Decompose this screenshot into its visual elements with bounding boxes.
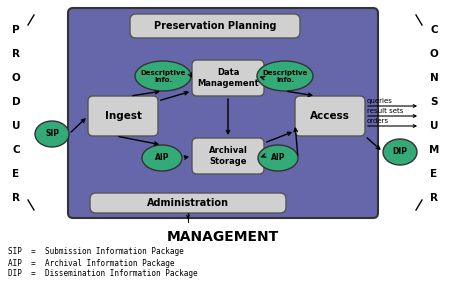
Text: orders: orders <box>367 118 389 124</box>
Text: Descriptive
Info.: Descriptive Info. <box>262 69 308 82</box>
Text: queries: queries <box>367 98 393 104</box>
Text: AIP: AIP <box>271 154 285 162</box>
Ellipse shape <box>258 145 298 171</box>
Text: O: O <box>12 73 20 83</box>
Text: MANAGEMENT: MANAGEMENT <box>167 230 279 244</box>
Text: N: N <box>430 73 438 83</box>
FancyBboxPatch shape <box>295 96 365 136</box>
Text: O: O <box>430 49 438 59</box>
Ellipse shape <box>142 145 182 171</box>
Text: P: P <box>12 25 20 35</box>
Text: R: R <box>430 193 438 203</box>
Text: E: E <box>13 169 19 179</box>
Ellipse shape <box>135 61 191 91</box>
Text: S: S <box>430 97 438 107</box>
FancyBboxPatch shape <box>88 96 158 136</box>
Text: Preservation Planning: Preservation Planning <box>154 21 276 31</box>
Text: Access: Access <box>310 111 350 121</box>
FancyBboxPatch shape <box>192 60 264 96</box>
Text: DIP  =  Dissemination Information Package: DIP = Dissemination Information Package <box>8 269 198 279</box>
Text: AIP  =  Archival Information Package: AIP = Archival Information Package <box>8 259 175 267</box>
Text: Administration: Administration <box>147 198 229 208</box>
FancyBboxPatch shape <box>130 14 300 38</box>
Text: C: C <box>12 145 20 155</box>
Text: M: M <box>429 145 439 155</box>
Text: C: C <box>430 25 438 35</box>
Text: SIP: SIP <box>45 130 59 138</box>
Text: R: R <box>12 193 20 203</box>
Text: DIP: DIP <box>392 148 408 156</box>
Text: Archival
Storage: Archival Storage <box>208 146 248 166</box>
FancyBboxPatch shape <box>90 193 286 213</box>
Ellipse shape <box>383 139 417 165</box>
Text: Data
Management: Data Management <box>197 68 259 88</box>
Ellipse shape <box>35 121 69 147</box>
FancyBboxPatch shape <box>68 8 378 218</box>
Ellipse shape <box>257 61 313 91</box>
Text: Descriptive
Info.: Descriptive Info. <box>140 69 186 82</box>
Text: AIP: AIP <box>155 154 169 162</box>
Text: U: U <box>12 121 20 131</box>
Text: U: U <box>430 121 438 131</box>
Text: SIP  =  Submission Information Package: SIP = Submission Information Package <box>8 247 184 257</box>
Text: R: R <box>12 49 20 59</box>
Text: result sets: result sets <box>367 108 403 114</box>
Text: D: D <box>12 97 20 107</box>
FancyBboxPatch shape <box>192 138 264 174</box>
Text: E: E <box>431 169 437 179</box>
Text: Ingest: Ingest <box>104 111 141 121</box>
